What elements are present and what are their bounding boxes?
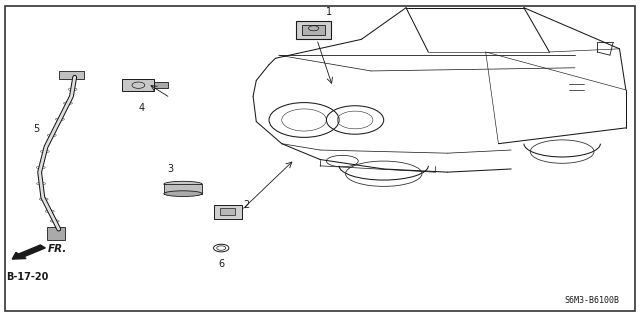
Ellipse shape [164, 181, 202, 187]
Text: 2: 2 [244, 200, 250, 210]
Text: 1: 1 [326, 7, 333, 17]
Bar [47, 227, 65, 240]
Bar [164, 184, 202, 194]
Text: FR.: FR. [48, 244, 67, 254]
Bar [154, 82, 168, 88]
Bar [220, 208, 236, 215]
FancyArrow shape [12, 245, 45, 259]
Text: 5: 5 [33, 124, 40, 135]
Text: 3: 3 [167, 164, 173, 174]
Text: B-17-20: B-17-20 [6, 272, 48, 282]
Bar [59, 71, 84, 79]
Text: 4: 4 [138, 103, 145, 113]
Text: S6M3-B6100B: S6M3-B6100B [564, 296, 620, 305]
Bar [122, 79, 154, 91]
Bar [302, 25, 325, 34]
Bar [296, 21, 332, 39]
Text: 6: 6 [218, 259, 224, 269]
Ellipse shape [164, 191, 202, 197]
Bar [214, 205, 242, 219]
